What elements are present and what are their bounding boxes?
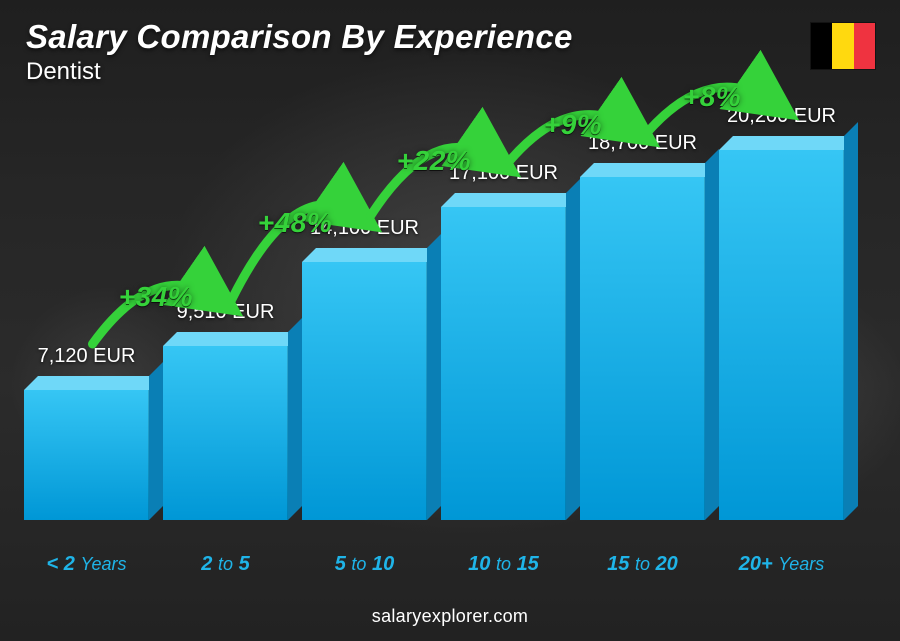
bar-1: 9,510 EUR [163,120,288,520]
bar-side-face [566,179,580,520]
x-label-0: < 2 Years [24,553,149,581]
bar-side-face [844,122,858,520]
bar-top-face [441,193,580,207]
bar-side-face [149,362,163,520]
bars-container: 7,120 EUR9,510 EUR14,100 EUR17,100 EUR18… [24,120,844,520]
bar-shape [24,390,149,520]
x-label-4: 15 to 20 [580,553,705,581]
bar-top-face [24,376,163,390]
bar-front-face [580,177,705,520]
bar-front-face [719,150,844,520]
increase-percent-label: +8% [683,81,741,113]
x-axis-labels: < 2 Years 2 to 5 5 to 10 10 to 15 15 to 20 20… [24,553,844,581]
bar-top-face [719,136,858,150]
bar-chart: 7,120 EUR9,510 EUR14,100 EUR17,100 EUR18… [24,120,844,581]
bar-top-face [580,163,719,177]
bar-front-face [302,262,427,520]
bar-shape [163,346,288,520]
bar-front-face [441,207,566,520]
x-label-5: 20+ Years [719,553,844,581]
bar-top-face [302,248,441,262]
bar-top-face [163,332,302,346]
page-title: Salary Comparison By Experience [26,18,874,56]
bar-5: 20,200 EUR [719,120,844,520]
flag-stripe-yellow [832,23,853,69]
subtitle: Dentist [26,58,874,86]
increase-percent-label: +34% [119,281,193,313]
increase-percent-label: +48% [258,207,332,239]
x-label-3: 10 to 15 [441,553,566,581]
header: Salary Comparison By Experience Dentist [26,18,874,86]
bar-shape [441,207,566,520]
bar-shape [580,177,705,520]
increase-percent-label: +9% [544,109,602,141]
x-label-2: 5 to 10 [302,553,427,581]
flag-stripe-red [854,23,875,69]
bar-shape [302,262,427,520]
bar-4: 18,700 EUR [580,120,705,520]
x-label-1: 2 to 5 [163,553,288,581]
increase-percent-label: +22% [397,145,471,177]
bar-side-face [288,318,302,520]
bar-side-face [705,149,719,520]
belgium-flag-icon [810,22,876,70]
bar-front-face [163,346,288,520]
flag-stripe-black [811,23,832,69]
bar-shape [719,150,844,520]
footer-source: salaryexplorer.com [0,606,900,627]
bar-front-face [24,390,149,520]
bar-side-face [427,234,441,520]
bar-3: 17,100 EUR [441,120,566,520]
